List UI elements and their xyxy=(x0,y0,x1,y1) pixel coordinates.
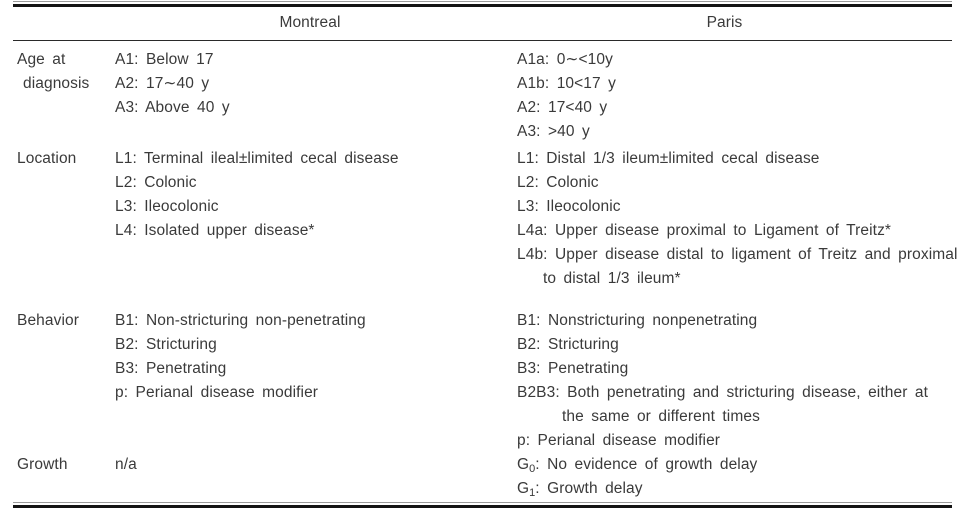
age-label-cell: Age at diagnosis xyxy=(13,48,115,144)
classification-line: L4a: Upper disease proximal to Ligament … xyxy=(517,222,892,239)
classification-line: L2: Colonic xyxy=(115,174,197,191)
classification-line-subscript: G0: No evidence of growth delay xyxy=(517,456,758,475)
classification-line: B1: Nonstricturing nonpenetrating xyxy=(517,312,758,329)
table-body: Age at diagnosis A1: Below 17 A2: 17∼40 … xyxy=(13,41,958,502)
classification-line: A3: Above 40 y xyxy=(115,99,230,116)
header-rule xyxy=(13,40,952,41)
montreal-column-header: Montreal xyxy=(279,14,341,32)
classification-line-continuation: the same or different times xyxy=(562,408,760,425)
classification-line: A3: >40 y xyxy=(517,123,590,140)
classification-line: p: Perianal disease modifier xyxy=(517,432,721,449)
age-paris-cell: A1a: 0∼<10y A1b: 10<17 y A2: 17<40 y A3:… xyxy=(517,48,952,144)
classification-line: B2: Stricturing xyxy=(115,336,217,353)
row-label: Age at xyxy=(17,51,66,68)
classification-line: L1: Terminal ileal±limited cecal disease xyxy=(115,150,399,167)
classification-line: L3: Ileocolonic xyxy=(517,198,621,215)
classification-line: L1: Distal 1/3 ileum±limited cecal disea… xyxy=(517,150,820,167)
classification-line: B1: Non-stricturing non-penetrating xyxy=(115,312,366,329)
classification-line: L3: Ileocolonic xyxy=(115,198,219,215)
subscript: 1 xyxy=(529,487,536,499)
classification-line: A2: 17∼40 y xyxy=(115,75,210,92)
row-growth: Growth n/a G0: No evidence of growth del… xyxy=(13,453,952,501)
age-montreal-cell: A1: Below 17 A2: 17∼40 y A3: Above 40 y xyxy=(115,48,517,144)
classification-line: L2: Colonic xyxy=(517,174,599,191)
row-behavior: Behavior B1: Non-stricturing non-penetra… xyxy=(13,309,952,453)
table-bottom-thin-rule xyxy=(13,502,952,503)
classification-line: B3: Penetrating xyxy=(517,360,629,377)
classification-line: A1: Below 17 xyxy=(115,51,214,68)
row-age-at-diagnosis: Age at diagnosis A1: Below 17 A2: 17∼40 … xyxy=(13,48,952,144)
table-top-rule xyxy=(13,4,952,7)
behavior-montreal-cell: B1: Non-stricturing non-penetrating B2: … xyxy=(115,309,517,453)
classification-line: L4: Isolated upper disease* xyxy=(115,222,315,239)
classification-line: B3: Penetrating xyxy=(115,360,227,377)
row-location: Location L1: Terminal ileal±limited ceca… xyxy=(13,147,958,291)
row-label: Location xyxy=(17,150,77,167)
classification-line-continuation: to distal 1/3 ileum* xyxy=(543,270,681,287)
growth-montreal-cell: n/a xyxy=(115,453,517,501)
growth-label-cell: Growth xyxy=(13,453,115,501)
behavior-label-cell: Behavior xyxy=(13,309,115,453)
location-label-cell: Location xyxy=(13,147,115,291)
classification-line: A1b: 10<17 y xyxy=(517,75,616,92)
paris-column-header: Paris xyxy=(706,14,743,32)
classification-line: L4b: Upper disease distal to ligament of… xyxy=(517,246,958,263)
classification-line: A1a: 0∼<10y xyxy=(517,51,613,68)
growth-paris-cell: G0: No evidence of growth delay G1: Grow… xyxy=(517,453,952,501)
classification-table: Montreal Paris Age at diagnosis A1: Belo… xyxy=(13,1,958,508)
location-paris-cell: L1: Distal 1/3 ileum±limited cecal disea… xyxy=(517,147,958,291)
classification-line: p: Perianal disease modifier xyxy=(115,384,319,401)
header-row: Montreal Paris xyxy=(13,7,952,41)
classification-line: n/a xyxy=(115,456,137,473)
row-label: diagnosis xyxy=(23,75,90,92)
row-label: Behavior xyxy=(17,312,79,329)
classification-line: A2: 17<40 y xyxy=(517,99,608,116)
table-top-thin-rule xyxy=(13,1,952,2)
classification-line: B2B3: Both penetrating and stricturing d… xyxy=(517,384,928,401)
subscript: 0 xyxy=(529,463,536,475)
classification-line-subscript: G1: Growth delay xyxy=(517,480,643,499)
table-bottom-rule xyxy=(13,505,952,508)
behavior-paris-cell: B1: Nonstricturing nonpenetrating B2: St… xyxy=(517,309,952,453)
row-label: Growth xyxy=(17,456,68,473)
classification-line: B2: Stricturing xyxy=(517,336,619,353)
location-montreal-cell: L1: Terminal ileal±limited cecal disease… xyxy=(115,147,517,291)
